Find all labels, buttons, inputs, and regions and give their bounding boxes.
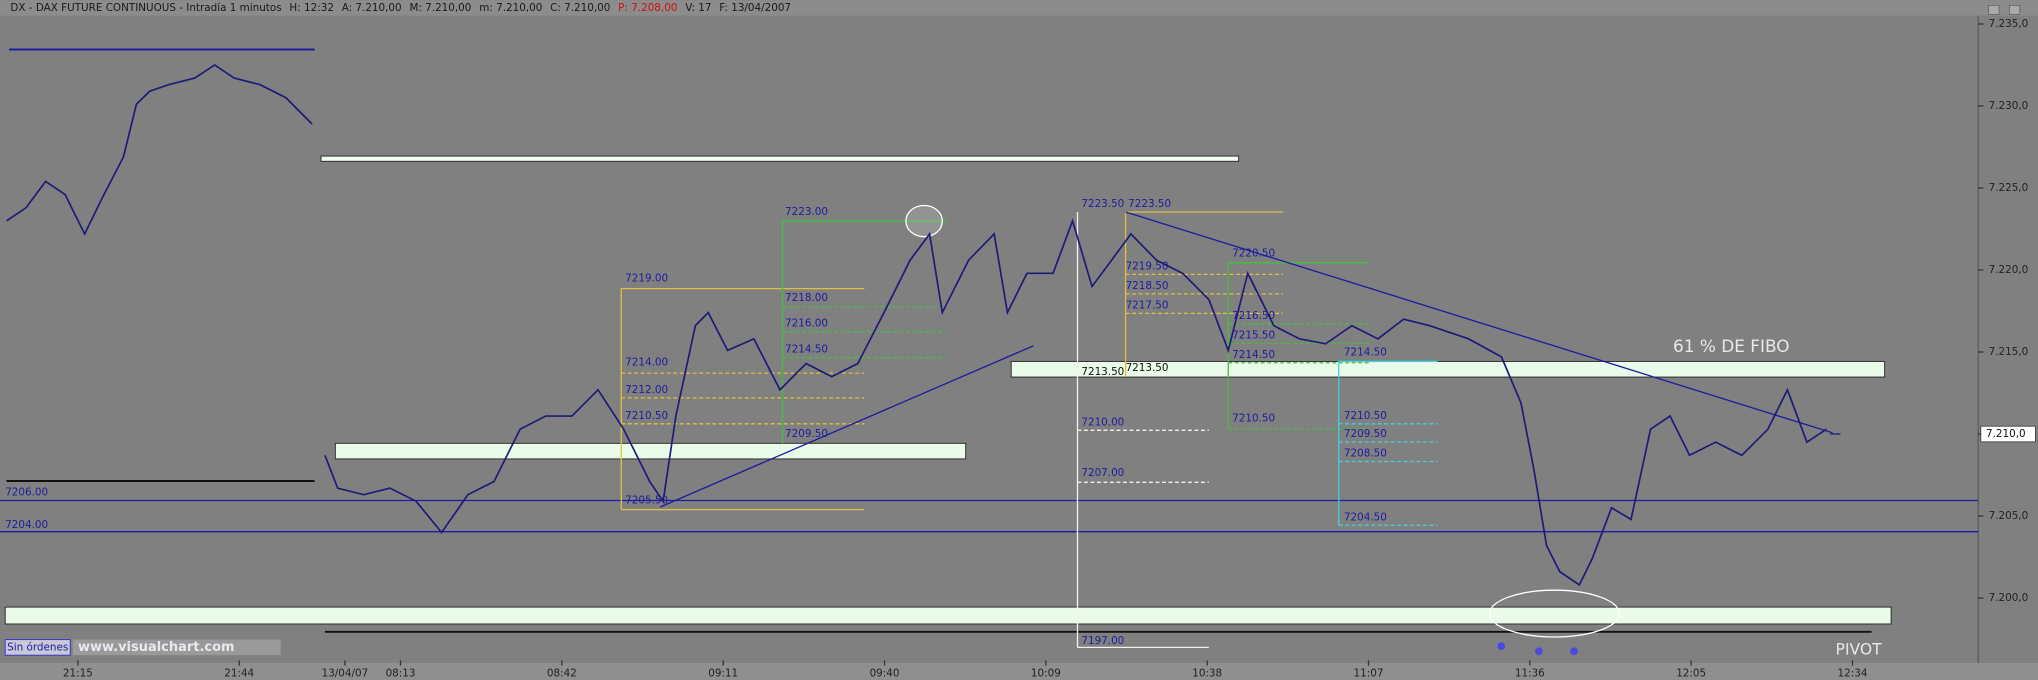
markers [1497, 642, 1578, 656]
trend-line [660, 345, 1034, 508]
price-annotation: 7207.00 [1081, 467, 1124, 479]
price-annotation: 7204.50 [1344, 511, 1387, 523]
pivot-label: PIVOT [1836, 640, 1883, 658]
plot: 7.200,0 7.205,0 7.210,0 7.215,0 7.220,0 7.225… [5, 18, 2036, 679]
y-tick-label: 7.230,0 [1989, 100, 2029, 112]
x-tick-label: 11:36 [1515, 667, 1545, 679]
y-tick-label: 7.215,0 [1989, 346, 2029, 358]
x-tick-label: 08:13 [386, 667, 416, 679]
fibo-label: 61 % DE FIBO [1673, 336, 1790, 356]
price-annotation: 7218.00 [785, 292, 828, 304]
zone [4, 606, 1892, 625]
website: www.visualchart.com [78, 640, 235, 655]
price-annotation: 7219.00 [625, 272, 668, 284]
fibo-levels [1228, 323, 1369, 430]
header-field: A: 7.210,00 [342, 2, 402, 14]
header-field: C: 7.210,00 [550, 2, 610, 14]
highlight [1488, 589, 1621, 638]
price-annotation: 7212.00 [625, 384, 668, 396]
header-field: m: 7.210,00 [479, 2, 542, 14]
price-line [6, 63, 1827, 587]
x-tick-label: 13/04/07 [322, 667, 369, 679]
header-field: V: 17 [685, 2, 711, 14]
fibo-levels [1077, 429, 1209, 483]
price-annotation: 7214.50 [1344, 346, 1387, 358]
price-annotation: 7214.00 [625, 357, 668, 369]
drawings [0, 48, 1979, 656]
price-annotation: 7204.00 [5, 519, 48, 531]
header: DX - DAX FUTURE CONTINUOUS - Intradía 1 … [10, 2, 791, 14]
highlight [905, 204, 943, 238]
x-tick-label: 10:38 [1192, 667, 1222, 679]
y-tick-label: 7.225,0 [1989, 182, 2029, 194]
price-annotation: 7220.50 [1232, 248, 1275, 260]
header-field: DX - DAX FUTURE CONTINUOUS - Intradía 1 … [10, 2, 281, 14]
y-tick-label: 7.200,0 [1989, 592, 2029, 604]
header-field: P: 7.208,00 [618, 2, 677, 14]
price-annotation: 7205.50 [625, 495, 668, 507]
x-tick-label: 08:42 [547, 667, 577, 679]
fibo-levels [782, 306, 947, 359]
website-bar [72, 639, 281, 656]
fibo-box [781, 220, 947, 444]
price-annotation: 7197.00 [1081, 635, 1124, 647]
zone [334, 442, 967, 460]
x-tick-label: 11:07 [1354, 667, 1384, 679]
window-button[interactable] [1988, 4, 2000, 15]
x-tick-label: 09:11 [708, 667, 738, 679]
header-field: F: 13/04/2007 [719, 2, 791, 14]
price-annotation: 7213.50 [1081, 366, 1124, 378]
y-tick-label: 7.205,0 [1989, 510, 2029, 522]
price-annotation: 7216.50 [1232, 310, 1275, 322]
window-button[interactable] [2009, 4, 2021, 15]
zone [320, 155, 1240, 162]
price-annotation: 7206.00 [5, 487, 48, 499]
x-tick-label: 10:09 [1031, 667, 1061, 679]
price-annotation: 7217.50 [1126, 300, 1169, 312]
x-tick-label: 12:05 [1676, 667, 1706, 679]
header-bar [0, 0, 2038, 16]
fibo-box [1227, 262, 1369, 430]
price-annotation: 7213.50 [1126, 362, 1169, 374]
price-annotation: 7210.50 [1232, 413, 1275, 425]
fibo-box [620, 288, 865, 510]
x-tick-label: 09:40 [870, 667, 900, 679]
header-field: H: 12:32 [289, 2, 334, 14]
price-annotation: 7214.50 [1232, 349, 1275, 361]
orders-label[interactable]: Sin órdenes [7, 641, 68, 653]
last-price-box [1980, 425, 2036, 443]
price-annotation: 7210.50 [625, 410, 668, 422]
price-annotation: 7209.50 [785, 428, 828, 440]
zone [1010, 360, 1886, 378]
price-annotation: 7223.50 [1128, 198, 1171, 210]
last-price-label: 7.210,0 [1986, 428, 2026, 440]
fibo-levels [1338, 423, 1438, 526]
x-tick-label: 21:44 [224, 667, 254, 679]
price-annotation: 7208.50 [1344, 448, 1387, 460]
price-annotation: 7218.50 [1126, 280, 1169, 292]
price-annotation: 7223.00 [785, 206, 828, 218]
header-field: M: 7.210,00 [409, 2, 471, 14]
price-annotation: 7209.50 [1344, 428, 1387, 440]
trend-line [1125, 211, 1833, 434]
price-annotation: 7210.00 [1081, 417, 1124, 429]
orders-button[interactable] [4, 639, 71, 656]
price-annotation: 7219.50 [1126, 261, 1169, 273]
fibo-box [1338, 360, 1438, 526]
price-annotation: 7216.00 [785, 318, 828, 330]
y-tick-label: 7.235,0 [1989, 18, 2029, 30]
price-annotation: 7214.50 [785, 344, 828, 356]
x-tick-label: 21:15 [63, 667, 93, 679]
price-annotation: 7223.50 [1081, 198, 1124, 210]
y-tick-label: 7.220,0 [1989, 264, 2029, 276]
time-axis-bar [0, 662, 2038, 680]
price-annotation: 7215.50 [1232, 329, 1275, 341]
price-annotation: 7210.50 [1344, 410, 1387, 422]
x-tick-label: 12:34 [1838, 667, 1868, 679]
